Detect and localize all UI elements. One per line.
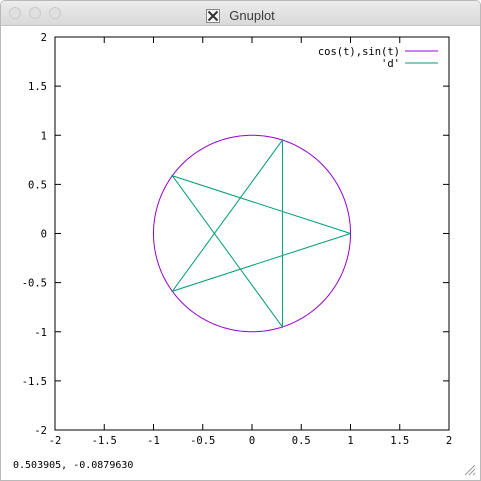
plot-area[interactable]: -2 -1.5 -1 -0.5 0 0.5 1 1.5 2 -2 -1.5 -1 -0.5 0 0.5 1 1.… [1,25,480,481]
x-tick-label: -1 [147,435,160,447]
y-tick-label: 1.5 [28,81,47,93]
y-tick-label: -1.5 [22,376,47,388]
series-line-2 [170,138,351,329]
cursor-coordinate-readout: 0.503905, -0.0879630 [13,460,134,471]
minimize-window-button[interactable] [29,7,41,19]
legend-label-2: 'd' [381,58,400,70]
y-tick-label: 2 [41,32,47,44]
plot-border [54,36,450,431]
legend-label-1: cos(t),sin(t) [318,46,400,58]
y-tick-label: 0 [41,229,47,241]
series-line-1 [152,134,351,333]
x-tick-label: -0.5 [190,435,215,447]
x-tick-label: 0.5 [292,435,311,447]
y-tick-label: -1 [34,327,47,339]
x-tick-label: 2 [446,435,452,447]
y-tick-label: 0.5 [28,179,47,191]
x-tick-label: 0 [249,435,255,447]
x-tick-label: -2 [49,435,62,447]
x-tick-label: -1.5 [92,435,117,447]
title-bar[interactable]: Gnuplot [1,1,480,26]
resize-grip-icon[interactable] [462,462,476,476]
window-title: Gnuplot [229,8,275,23]
y-tick-label: -2 [34,425,47,437]
zoom-window-button[interactable] [49,7,61,19]
y-tick-label: -0.5 [22,278,47,290]
x-tick-label: 1.5 [390,435,409,447]
plot-canvas[interactable]: -2 -1.5 -1 -0.5 0 0.5 1 1.5 2 -2 -1.5 -1 -0.5 0 0.5 1 1.… [1,25,480,481]
close-window-button[interactable] [9,7,21,19]
x11-logo-icon [206,8,221,23]
y-tick-label: 1 [41,130,47,142]
x-tick-label: 1 [347,435,353,447]
